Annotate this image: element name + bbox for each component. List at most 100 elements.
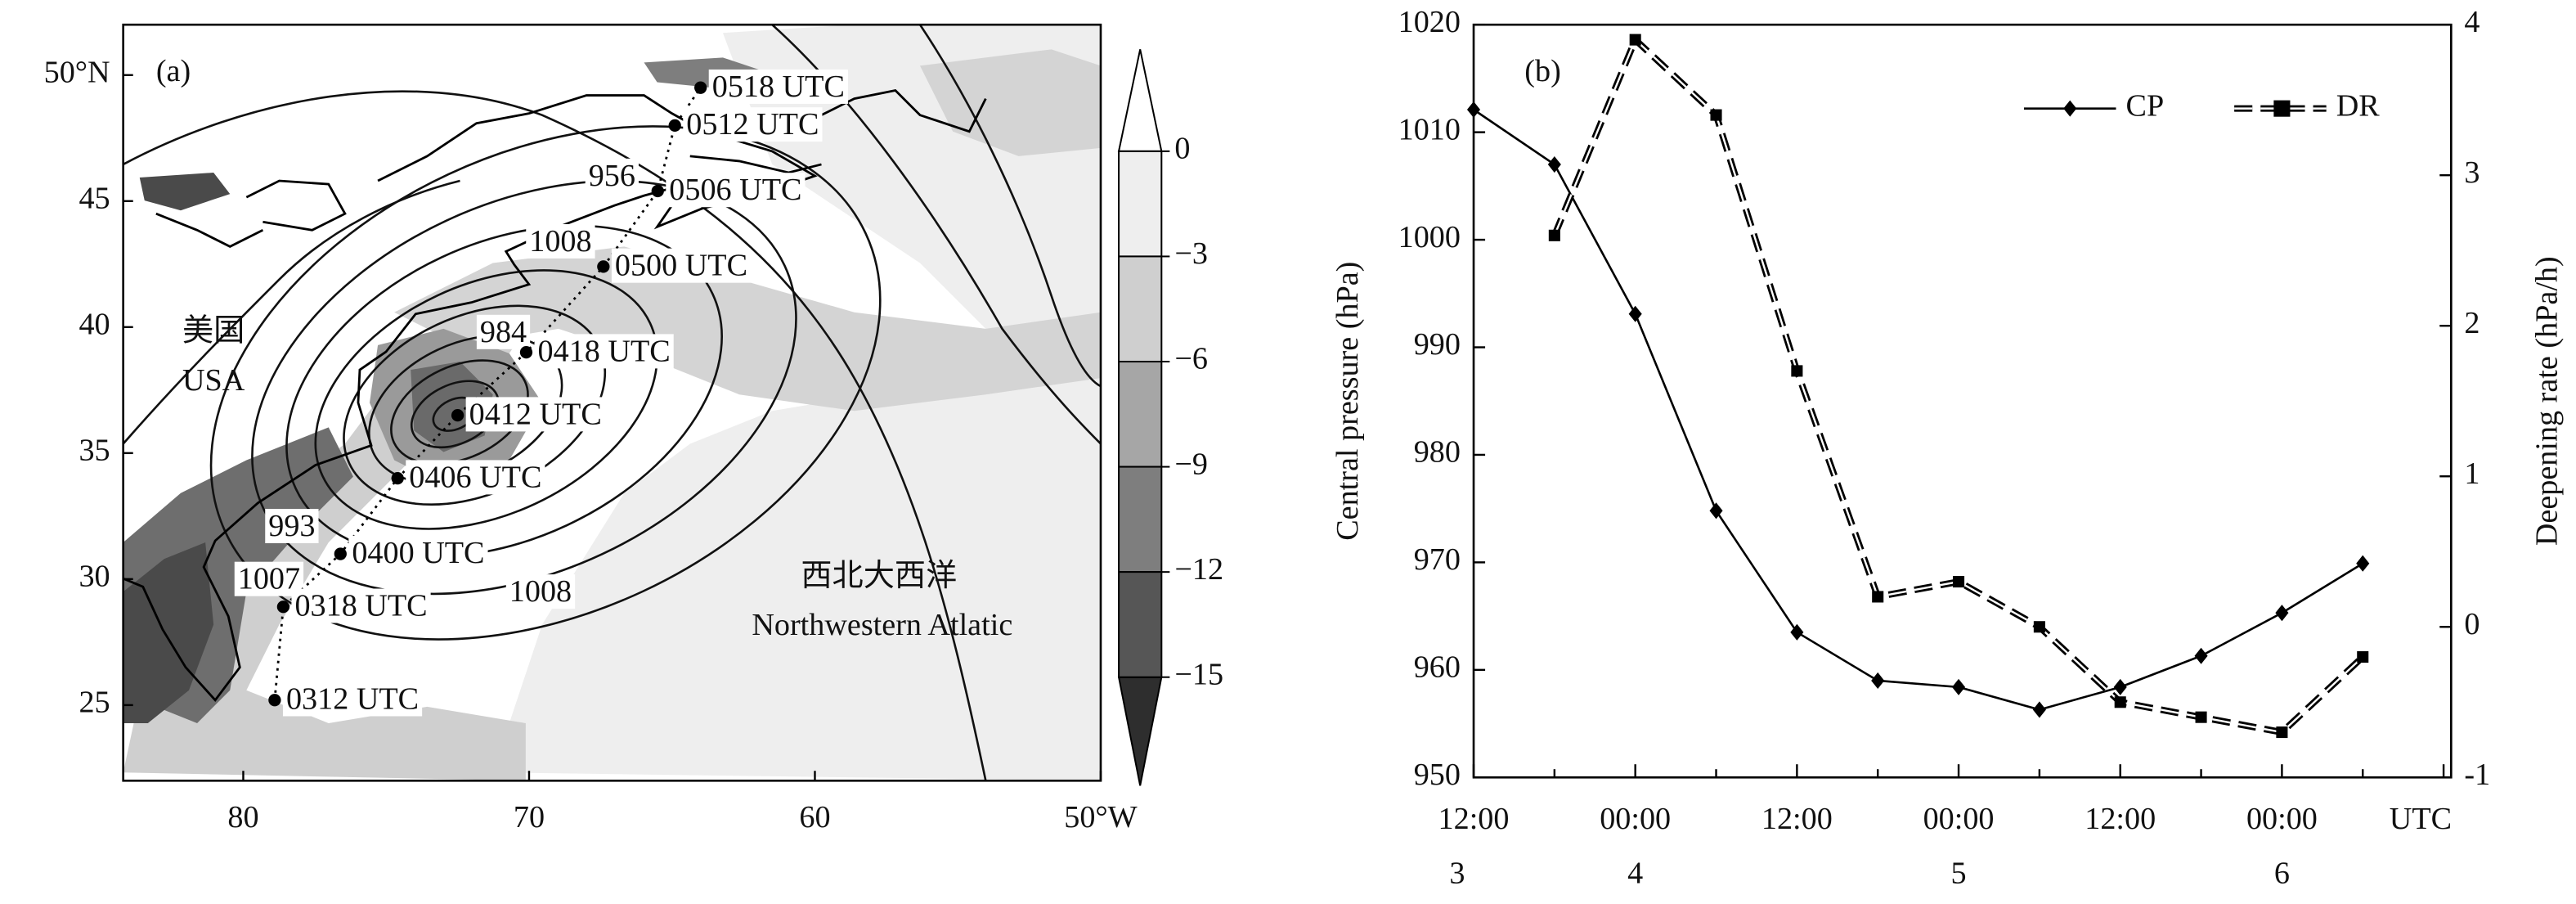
- y-tick-label: 1000: [1398, 220, 1461, 254]
- colorbar-tick-label: −15: [1174, 657, 1223, 691]
- y-tick-label: 950: [1414, 758, 1461, 792]
- track-point: [694, 81, 707, 94]
- track-label: 0318 UTC: [294, 589, 427, 623]
- series-line: [1473, 108, 2363, 711]
- track-label-box: [666, 173, 806, 208]
- x-day-label: 3: [1449, 857, 1465, 891]
- map-background: [123, 25, 1101, 781]
- marker: [2114, 696, 2126, 708]
- track-label-box: [406, 460, 545, 495]
- y-tick-label: 980: [1414, 435, 1461, 470]
- track-label: 0312 UTC: [286, 681, 419, 716]
- colorbar-segment: [1118, 361, 1163, 468]
- x-tick-label: 60: [799, 800, 830, 834]
- colorbar-segment: [1118, 255, 1163, 363]
- track-point: [519, 345, 533, 359]
- track-point: [334, 547, 347, 560]
- annotation: Northwestern Atlatic: [752, 608, 1012, 642]
- y-tick-label: 35: [79, 434, 110, 468]
- x-tick-label: 12:00: [2085, 802, 2156, 836]
- track-label-box: [348, 535, 488, 570]
- track-point: [451, 409, 464, 422]
- marker: [1953, 576, 1965, 588]
- track-point: [668, 119, 681, 133]
- map-frame: [122, 23, 1102, 782]
- y2-tick-label: 4: [2464, 5, 2480, 39]
- marker: [1548, 229, 1560, 241]
- marker: [2275, 605, 2289, 622]
- track-label-box: [534, 334, 674, 369]
- x-tick-label: 00:00: [1923, 802, 1995, 836]
- track-label: 0406 UTC: [409, 460, 541, 494]
- marker: [2033, 621, 2045, 633]
- marker: [2276, 726, 2288, 739]
- track-label: 0418 UTC: [538, 334, 671, 368]
- x-tick-label: 12:00: [1438, 802, 1510, 836]
- panel-label: (a): [156, 54, 191, 88]
- annotation: 西北大西洋: [801, 558, 957, 593]
- y-tick-label: 25: [79, 686, 110, 720]
- marker: [1629, 34, 1641, 46]
- track-point: [276, 600, 290, 614]
- marker: [2195, 711, 2207, 723]
- y-tick-label: 1020: [1398, 5, 1461, 39]
- contour-label: 1008: [509, 574, 572, 609]
- track-label-box: [683, 107, 823, 142]
- series-line: [1551, 34, 2365, 736]
- colorbar-tick-label: 0: [1174, 132, 1190, 166]
- colorbar-tick-label: −9: [1174, 447, 1208, 481]
- y-tick-label: 1010: [1398, 112, 1461, 146]
- track-label-box: [708, 69, 848, 104]
- track-label-box: [291, 588, 431, 623]
- contour-label-box: [476, 314, 531, 349]
- marker: [1547, 156, 1561, 173]
- marker: [1466, 101, 1481, 119]
- colorbar-segment: [1118, 150, 1163, 258]
- x-tick-label: 00:00: [2246, 802, 2318, 836]
- track-point: [268, 694, 281, 707]
- colorbar-tick-label: −12: [1174, 552, 1223, 587]
- y2-tick-label: 0: [2464, 607, 2480, 641]
- x-day-label: 4: [1627, 857, 1643, 891]
- annotation: USA: [182, 363, 245, 398]
- marker: [2357, 651, 2369, 663]
- legend-marker: [2063, 100, 2077, 117]
- y-tick-label: 40: [79, 308, 110, 342]
- contour-label: 1008: [529, 224, 591, 259]
- marker: [1872, 591, 1884, 603]
- annotation: 美国: [182, 314, 245, 349]
- contour-label: 1007: [238, 562, 300, 596]
- y-tick-label: 30: [79, 560, 110, 594]
- contour-label-box: [585, 158, 639, 193]
- x-day-label: 5: [1951, 857, 1967, 891]
- marker: [1952, 678, 1966, 695]
- legend-label: DR: [2336, 88, 2381, 123]
- contour-label: 984: [480, 315, 527, 349]
- track-label-box: [465, 397, 605, 432]
- x-tick-label: 50°W: [1064, 800, 1137, 834]
- track-point: [391, 472, 404, 485]
- colorbar-extend: [1117, 676, 1163, 786]
- track-label-box: [611, 248, 752, 283]
- marker: [2356, 555, 2370, 572]
- legend-marker: [2273, 100, 2291, 117]
- track-point: [651, 184, 664, 198]
- marker: [1710, 109, 1722, 121]
- y-axis-label: Central pressure (hPa): [1331, 262, 1365, 541]
- y2-tick-label: 1: [2464, 456, 2480, 491]
- marker: [1791, 365, 1803, 377]
- marker: [1790, 623, 1804, 641]
- contour-label-box: [505, 574, 576, 609]
- y2-axis-label: Deepening rate (hPa/h): [2530, 256, 2565, 546]
- track-point: [597, 260, 610, 273]
- x-tick-label: 00:00: [1600, 802, 1671, 836]
- track-label: 0512 UTC: [686, 107, 819, 142]
- y-tick-label: 960: [1414, 650, 1461, 685]
- marker: [1628, 305, 1642, 322]
- y2-tick-label: -1: [2464, 758, 2490, 792]
- y2-tick-label: 2: [2464, 306, 2480, 340]
- x-tick-label: 80: [227, 800, 258, 834]
- plot-frame: [1472, 23, 2453, 779]
